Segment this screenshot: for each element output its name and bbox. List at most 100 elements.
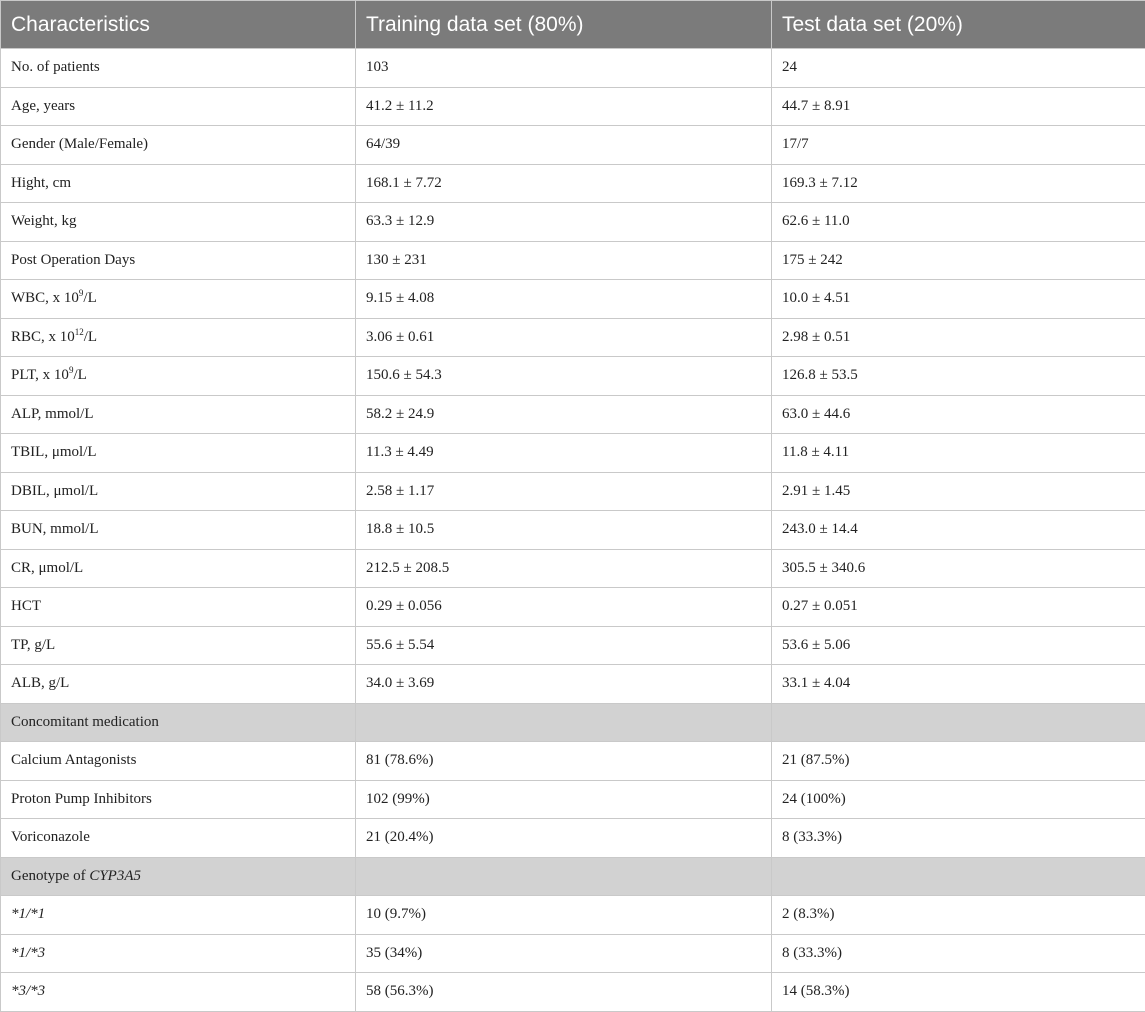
section-label: Genotype of CYP3A5 [1, 857, 356, 896]
training-value: 18.8 ± 10.5 [356, 511, 772, 550]
row-label: HCT [1, 588, 356, 627]
row-label: WBC, x 109/L [1, 280, 356, 319]
row-label: RBC, x 1012/L [1, 318, 356, 357]
row-label: ALP, mmol/L [1, 395, 356, 434]
test-value: 62.6 ± 11.0 [772, 203, 1145, 242]
row-label: Hight, cm [1, 164, 356, 203]
table-row: Gender (Male/Female) 64/39 17/7 [1, 126, 1145, 165]
training-value: 9.15 ± 4.08 [356, 280, 772, 319]
section-empty-cell [356, 857, 772, 896]
test-value: 169.3 ± 7.12 [772, 164, 1145, 203]
row-label: TBIL, μmol/L [1, 434, 356, 473]
table-row: *3/*3 58 (56.3%) 14 (58.3%) [1, 973, 1145, 1012]
row-label: *1/*3 [1, 934, 356, 973]
table-row: *1/*1 10 (9.7%) 2 (8.3%) [1, 896, 1145, 935]
test-value: 8 (33.3%) [772, 819, 1145, 858]
test-value: 24 (100%) [772, 780, 1145, 819]
row-label: Calcium Antagonists [1, 742, 356, 781]
section-empty-cell [772, 703, 1145, 742]
test-value: 17/7 [772, 126, 1145, 165]
table-row: ALP, mmol/L 58.2 ± 24.9 63.0 ± 44.6 [1, 395, 1145, 434]
table-row: Post Operation Days 130 ± 231 175 ± 242 [1, 241, 1145, 280]
training-value: 63.3 ± 12.9 [356, 203, 772, 242]
test-value: 63.0 ± 44.6 [772, 395, 1145, 434]
test-value: 10.0 ± 4.51 [772, 280, 1145, 319]
label-unit: /L [73, 367, 86, 383]
section-label: Concomitant medication [1, 703, 356, 742]
training-value: 55.6 ± 5.54 [356, 626, 772, 665]
test-value: 53.6 ± 5.06 [772, 626, 1145, 665]
test-value: 0.27 ± 0.051 [772, 588, 1145, 627]
row-label: Weight, kg [1, 203, 356, 242]
training-value: 41.2 ± 11.2 [356, 87, 772, 126]
row-label: PLT, x 109/L [1, 357, 356, 396]
table-row: ALB, g/L 34.0 ± 3.69 33.1 ± 4.04 [1, 665, 1145, 704]
row-label: CR, μmol/L [1, 549, 356, 588]
row-label: *1/*1 [1, 896, 356, 935]
test-value: 243.0 ± 14.4 [772, 511, 1145, 550]
section-empty-cell [356, 703, 772, 742]
training-value: 212.5 ± 208.5 [356, 549, 772, 588]
training-value: 103 [356, 49, 772, 88]
table-row: CR, μmol/L 212.5 ± 208.5 305.5 ± 340.6 [1, 549, 1145, 588]
label-text: WBC, x 10 [11, 290, 79, 306]
test-value: 8 (33.3%) [772, 934, 1145, 973]
training-value: 64/39 [356, 126, 772, 165]
training-value: 3.06 ± 0.61 [356, 318, 772, 357]
test-value: 305.5 ± 340.6 [772, 549, 1145, 588]
table-row: Voriconazole 21 (20.4%) 8 (33.3%) [1, 819, 1145, 858]
training-value: 150.6 ± 54.3 [356, 357, 772, 396]
row-label: Age, years [1, 87, 356, 126]
header-test-set: Test data set (20%) [772, 1, 1145, 49]
training-value: 11.3 ± 4.49 [356, 434, 772, 473]
row-label: TP, g/L [1, 626, 356, 665]
label-text: PLT, x 10 [11, 367, 69, 383]
test-value: 175 ± 242 [772, 241, 1145, 280]
training-value: 58.2 ± 24.9 [356, 395, 772, 434]
table-row: TP, g/L 55.6 ± 5.54 53.6 ± 5.06 [1, 626, 1145, 665]
label-text: RBC, x 10 [11, 329, 75, 345]
training-value: 21 (20.4%) [356, 819, 772, 858]
training-value: 10 (9.7%) [356, 896, 772, 935]
training-value: 58 (56.3%) [356, 973, 772, 1012]
test-value: 2.98 ± 0.51 [772, 318, 1145, 357]
section-row-medication: Concomitant medication [1, 703, 1145, 742]
test-value: 14 (58.3%) [772, 973, 1145, 1012]
row-label: *3/*3 [1, 973, 356, 1012]
label-unit: /L [83, 290, 96, 306]
row-label: DBIL, μmol/L [1, 472, 356, 511]
test-value: 33.1 ± 4.04 [772, 665, 1145, 704]
table-row: WBC, x 109/L 9.15 ± 4.08 10.0 ± 4.51 [1, 280, 1145, 319]
row-label: BUN, mmol/L [1, 511, 356, 550]
training-value: 102 (99%) [356, 780, 772, 819]
table-row: No. of patients 103 24 [1, 49, 1145, 88]
test-value: 126.8 ± 53.5 [772, 357, 1145, 396]
section-row-genotype: Genotype of CYP3A5 [1, 857, 1145, 896]
training-value: 2.58 ± 1.17 [356, 472, 772, 511]
test-value: 21 (87.5%) [772, 742, 1145, 781]
training-value: 168.1 ± 7.72 [356, 164, 772, 203]
header-characteristics: Characteristics [1, 1, 356, 49]
table-row: HCT 0.29 ± 0.056 0.27 ± 0.051 [1, 588, 1145, 627]
row-label: Post Operation Days [1, 241, 356, 280]
section-empty-cell [772, 857, 1145, 896]
test-value: 11.8 ± 4.11 [772, 434, 1145, 473]
training-value: 130 ± 231 [356, 241, 772, 280]
table-row: TBIL, μmol/L 11.3 ± 4.49 11.8 ± 4.11 [1, 434, 1145, 473]
training-value: 81 (78.6%) [356, 742, 772, 781]
table-header: Characteristics Training data set (80%) … [1, 1, 1145, 49]
table-row: DBIL, μmol/L 2.58 ± 1.17 2.91 ± 1.45 [1, 472, 1145, 511]
table-row: Proton Pump Inhibitors 102 (99%) 24 (100… [1, 780, 1145, 819]
header-row: Characteristics Training data set (80%) … [1, 1, 1145, 49]
row-label: Gender (Male/Female) [1, 126, 356, 165]
row-label: ALB, g/L [1, 665, 356, 704]
table-row: *1/*3 35 (34%) 8 (33.3%) [1, 934, 1145, 973]
test-value: 24 [772, 49, 1145, 88]
header-training-set: Training data set (80%) [356, 1, 772, 49]
row-label: No. of patients [1, 49, 356, 88]
table-row: BUN, mmol/L 18.8 ± 10.5 243.0 ± 14.4 [1, 511, 1145, 550]
label-exponent: 12 [75, 327, 84, 337]
test-value: 2 (8.3%) [772, 896, 1145, 935]
table-body: No. of patients 103 24 Age, years 41.2 ±… [1, 49, 1145, 1012]
